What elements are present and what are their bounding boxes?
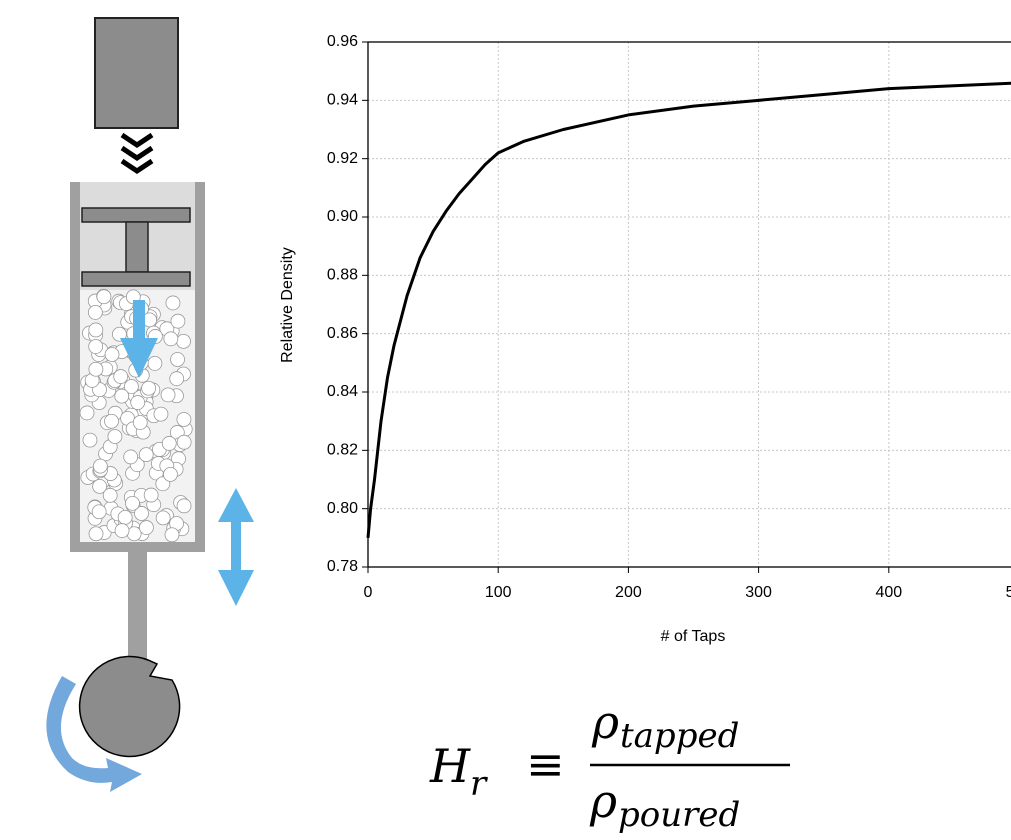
tapper	[94, 17, 179, 129]
particle	[141, 380, 157, 396]
x-tick-label: 400	[875, 584, 902, 601]
tap-waves	[120, 132, 154, 175]
particle	[147, 355, 163, 371]
tap-density-apparatus	[46, 17, 254, 792]
piston	[81, 207, 191, 287]
y-tick-label: 0.78	[327, 558, 358, 575]
particle	[88, 526, 104, 542]
particle	[176, 434, 192, 450]
rotation-arrow	[46, 676, 142, 792]
formula-lhs: H	[429, 739, 471, 793]
y-tick-label: 0.80	[327, 500, 358, 517]
formula-relation: ≡	[526, 737, 565, 791]
y-tick-label: 0.96	[327, 33, 358, 50]
y-tick-label: 0.86	[327, 325, 358, 342]
particle	[170, 352, 185, 367]
particle	[143, 487, 159, 503]
particle	[123, 379, 139, 394]
y-tick-label: 0.82	[327, 442, 358, 459]
formula: H r ≡ ρ tapped ρ poured	[429, 695, 790, 835]
x-tick-label: 500	[1006, 584, 1011, 601]
denominator-sub: poured	[618, 795, 740, 835]
particle	[132, 415, 148, 430]
particle	[161, 436, 177, 451]
numerator-rho: ρ	[591, 695, 619, 749]
cam	[78, 655, 181, 758]
data-line	[366, 81, 1011, 538]
particle	[107, 429, 123, 444]
y-tick-label: 0.94	[327, 92, 358, 109]
particle	[92, 478, 108, 494]
particle	[88, 361, 104, 377]
chart: 0.78 0.80 0.82 0.84 0.86 0.88 0.90 0.92 0.94 0.96…	[279, 33, 1011, 645]
x-tick-label: 200	[615, 584, 642, 601]
formula-lhs-sub: r	[470, 764, 488, 804]
particle	[117, 509, 133, 525]
rod	[128, 552, 147, 662]
particle	[79, 405, 95, 421]
particle	[96, 289, 112, 305]
particle	[163, 331, 179, 347]
particle	[176, 333, 191, 349]
particle	[91, 504, 107, 520]
particle	[87, 305, 103, 320]
particle	[163, 466, 178, 482]
numerator-sub: tapped	[620, 716, 739, 756]
x-tick-label: 100	[485, 584, 512, 601]
y-tick-label: 0.88	[327, 267, 358, 284]
particle	[130, 395, 146, 410]
particle	[123, 449, 139, 465]
particle	[114, 388, 130, 404]
particle	[114, 523, 130, 538]
particle	[125, 495, 140, 511]
particle	[92, 458, 108, 474]
particle	[138, 447, 154, 463]
x-tick-label: 300	[745, 584, 772, 601]
compaction-arrow	[120, 300, 158, 378]
particle	[170, 313, 186, 329]
vertical-motion-arrow	[218, 488, 254, 606]
y-tick-label: 0.90	[327, 208, 358, 225]
x-axis-label: # of Taps	[661, 628, 726, 645]
particle	[155, 510, 171, 526]
particle	[176, 498, 192, 514]
y-axis-label: Relative Density	[279, 247, 296, 363]
particle	[165, 295, 181, 311]
particles	[79, 288, 193, 543]
particle	[113, 369, 129, 384]
particle	[134, 506, 149, 521]
y-tick-label: 0.84	[327, 383, 358, 400]
particle	[88, 339, 104, 354]
particle	[160, 387, 176, 403]
particle	[82, 432, 98, 448]
x-tick-label: 0	[364, 584, 373, 601]
particle	[104, 413, 119, 429]
particle	[169, 371, 185, 387]
denominator-rho: ρ	[589, 774, 617, 828]
particle	[176, 412, 192, 427]
particle	[153, 406, 169, 422]
plot-frame	[367, 41, 1011, 568]
particle	[88, 322, 104, 338]
particle	[139, 520, 154, 535]
particle	[164, 527, 180, 543]
particle	[104, 347, 120, 362]
particle	[102, 487, 118, 503]
y-tick-label: 0.92	[327, 150, 358, 167]
